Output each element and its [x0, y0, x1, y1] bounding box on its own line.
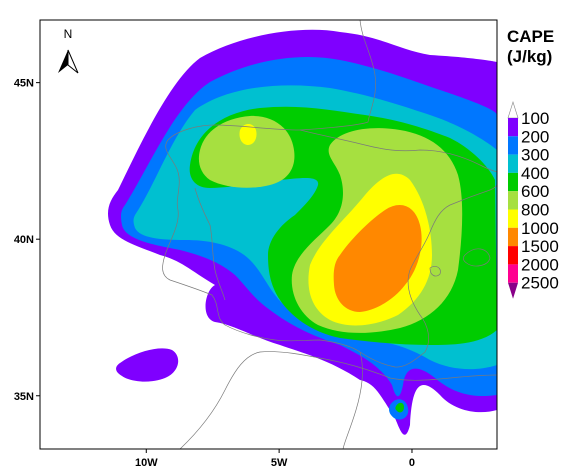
- legend-swatch-600: [508, 172, 518, 192]
- latitude-axis: 45N 40N 35N: [14, 78, 40, 403]
- longitude-axis: 10W 5W 0: [135, 449, 415, 469]
- legend-title-line1: CAPE: [507, 27, 554, 46]
- coastline-layer: [162, 20, 497, 449]
- coastline-iberia-france: [162, 20, 497, 368]
- cape-contour-600-spot: [395, 402, 404, 413]
- border-france-spain: [299, 129, 497, 173]
- legend-colorbar: [507, 100, 519, 299]
- legend-swatch-1500: [508, 227, 518, 247]
- coastline-mallorca: [462, 248, 491, 267]
- legend-label-800: 800: [521, 201, 549, 220]
- lat-tick-label: 40N: [14, 234, 34, 246]
- lon-tick-label: 10W: [135, 457, 158, 469]
- north-label: N: [64, 27, 73, 41]
- north-arrow-right-half: [67, 49, 79, 74]
- cape-contour-200-island: [116, 348, 179, 382]
- legend-swatch-2500: [508, 264, 518, 283]
- legend-swatch-300: [508, 136, 518, 155]
- north-arrow-left-half: [58, 50, 68, 73]
- coastline-north-africa: [179, 351, 497, 449]
- legend-top-arrow: [507, 100, 519, 119]
- legend-bottom-arrow: [508, 282, 518, 299]
- cape-contour-1500: [333, 205, 422, 312]
- legend-swatch-2000: [508, 246, 518, 265]
- cape-contour-layer: [107, 29, 497, 435]
- cape-contour-800-west: [198, 115, 295, 188]
- border-morocco-algeria: [342, 351, 363, 449]
- legend-label-300: 300: [521, 146, 549, 165]
- legend-label-200: 200: [521, 127, 549, 146]
- lon-tick-label: 5W: [271, 457, 288, 469]
- border-portugal-spain: [194, 187, 226, 301]
- legend-swatch-200: [508, 118, 518, 137]
- cape-contour-1000-spot: [239, 124, 257, 145]
- legend-swatch-800: [508, 191, 518, 210]
- legend-label-100: 100: [521, 109, 549, 128]
- cape-legend: CAPE (J/kg) 1002003004006008001000150020…: [507, 27, 559, 299]
- legend-label-1500: 1500: [521, 237, 559, 256]
- legend-swatch-1000: [508, 209, 518, 228]
- coastline-balearic: [429, 266, 441, 277]
- lon-tick-label: 0: [409, 457, 415, 469]
- north-arrow: N: [58, 27, 79, 74]
- legend-title-line2: (J/kg): [507, 47, 552, 66]
- lat-tick-label: 35N: [14, 391, 34, 403]
- legend-label-1000: 1000: [521, 219, 559, 238]
- lat-tick-label: 45N: [14, 78, 34, 90]
- map-frame: [39, 19, 498, 450]
- legend-label-400: 400: [521, 164, 549, 183]
- legend-label-2500: 2500: [521, 274, 559, 293]
- legend-label-600: 600: [521, 182, 549, 201]
- legend-swatch-400: [508, 154, 518, 173]
- legend-label-2000: 2000: [521, 255, 559, 274]
